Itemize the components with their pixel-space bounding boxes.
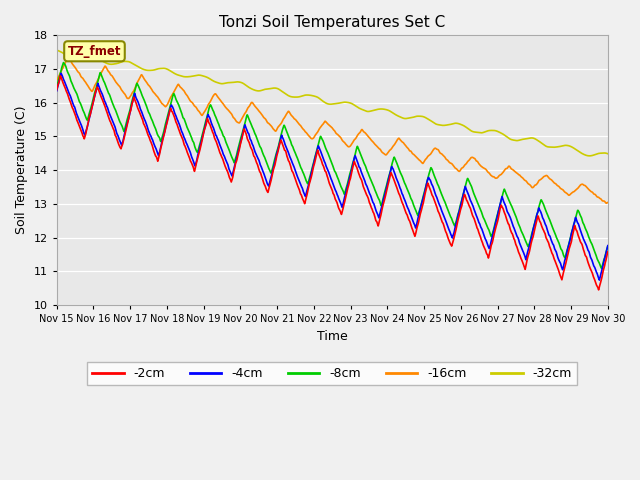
X-axis label: Time: Time bbox=[317, 330, 348, 343]
Y-axis label: Soil Temperature (C): Soil Temperature (C) bbox=[15, 106, 28, 234]
Text: TZ_fmet: TZ_fmet bbox=[68, 45, 121, 58]
Title: Tonzi Soil Temperatures Set C: Tonzi Soil Temperatures Set C bbox=[219, 15, 445, 30]
Legend: -2cm, -4cm, -8cm, -16cm, -32cm: -2cm, -4cm, -8cm, -16cm, -32cm bbox=[88, 362, 577, 385]
